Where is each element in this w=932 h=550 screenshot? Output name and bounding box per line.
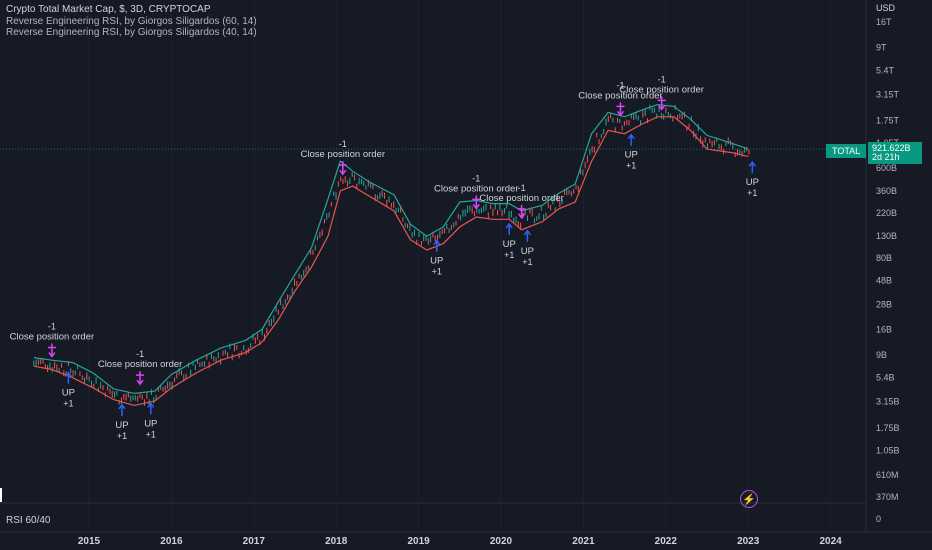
signal-label-text: UP	[521, 246, 534, 257]
last-price-tag: 921.622B 2d 21h	[868, 142, 922, 164]
signal-label-text: UP	[430, 256, 443, 267]
bar-countdown: 2d 21h	[872, 152, 900, 162]
price-tick-label: 48B	[876, 275, 892, 285]
price-tick-label: 3.15T	[876, 89, 900, 99]
price-tick-label: 3.15B	[876, 397, 900, 407]
signal-label-text: UP	[62, 388, 75, 399]
up-arrow-icon	[118, 403, 126, 416]
signal-label-value: -1	[658, 74, 666, 84]
up-arrow-icon	[64, 371, 72, 384]
close-order-arrow-icon	[47, 343, 56, 358]
price-tick-label: 0	[876, 514, 881, 524]
close-order-arrow-icon	[517, 204, 526, 220]
legend-indicator-60: Reverse Engineering RSI, by Giorgos Sili…	[6, 15, 257, 27]
price-tick-label: 1.75T	[876, 115, 900, 125]
signal-label-value: +1	[63, 399, 73, 409]
time-tick-label: 2018	[325, 536, 348, 547]
signal-label-value: -1	[339, 139, 347, 149]
lightning-icon[interactable]: ⚡	[740, 490, 758, 508]
signal-label-value: +1	[146, 429, 156, 439]
plot-area	[0, 0, 866, 502]
time-tick-label: 2022	[655, 536, 678, 547]
rsi-60-line	[33, 103, 749, 395]
close-order-arrow-icon	[136, 371, 145, 386]
time-tick-label: 2024	[819, 536, 842, 547]
close-order-arrow-icon	[472, 195, 481, 210]
signal-label-value: -1	[48, 322, 56, 332]
time-tick-label: 2016	[160, 536, 183, 547]
close-order-arrow-icon	[616, 102, 625, 117]
price-tick-label: 16T	[876, 17, 892, 27]
signal-label-text: Close position order	[578, 90, 663, 101]
up-arrow-icon	[433, 239, 441, 252]
signal-label-text: Close position order	[98, 359, 183, 370]
signal-label-value: -1	[472, 173, 480, 183]
time-tick-label: 2019	[407, 536, 430, 547]
signal-label-value: +1	[432, 267, 442, 277]
chart-legend: Crypto Total Market Cap, $, 3D, CRYPTOCA…	[6, 4, 257, 39]
signal-label-value: -1	[136, 349, 144, 359]
price-tick-label: 610M	[876, 470, 899, 480]
crosshair-marker	[0, 488, 2, 502]
up-arrow-icon	[748, 160, 756, 174]
legend-indicator-40: Reverse Engineering RSI, by Giorgos Sili…	[6, 27, 257, 38]
signal-label-text: Close position order	[301, 149, 386, 160]
price-tick-label: 9T	[876, 43, 887, 53]
time-tick-label: 2023	[737, 536, 760, 547]
signal-label-value: +1	[747, 188, 757, 198]
price-tick-label: 130B	[876, 231, 897, 241]
signal-label-text: Close position order	[10, 332, 95, 343]
time-tick-label: 2015	[78, 536, 101, 547]
price-tick-label: 5.4T	[876, 65, 895, 75]
signal-label-text: UP	[746, 177, 759, 188]
legend-title: Crypto Total Market Cap, $, 3D, CRYPTOCA…	[6, 4, 211, 15]
signal-label-value: +1	[522, 257, 532, 267]
price-tick-label: 5.4B	[876, 373, 895, 383]
time-tick-label: 2021	[572, 536, 595, 547]
rsi-pane-label: RSI 60/40	[6, 515, 51, 526]
up-arrow-icon	[505, 222, 513, 235]
price-tick-label: 28B	[876, 299, 892, 309]
close-order-arrow-icon	[338, 161, 347, 176]
signal-label-text: UP	[503, 239, 516, 250]
up-arrow-icon	[523, 229, 531, 242]
signal-label-value: -1	[518, 183, 526, 193]
signal-label-text: Close position order	[619, 84, 704, 95]
signal-label-value: -1	[616, 80, 624, 90]
up-arrow-icon	[627, 133, 635, 146]
signal-label-text: UP	[625, 150, 638, 161]
price-tick-label: 370M	[876, 492, 899, 502]
signal-label-text: Close position order	[479, 193, 564, 204]
time-tick-label: 2020	[490, 536, 513, 547]
signal-label-text: UP	[115, 420, 128, 431]
price-tick-label: 9B	[876, 350, 887, 360]
price-tick-label: 600B	[876, 163, 897, 173]
signal-label-value: +1	[117, 431, 127, 441]
rsi-40-line	[33, 116, 749, 407]
signal-label-text: Close position order	[434, 183, 519, 194]
up-arrow-icon	[147, 402, 155, 415]
price-tick-label: 16B	[876, 324, 892, 334]
price-tick-label: 360B	[876, 186, 897, 196]
symbol-tag: TOTAL	[826, 144, 867, 158]
signal-label-value: +1	[626, 161, 636, 171]
price-tick-label: 80B	[876, 253, 892, 263]
currency-label: USD	[876, 3, 896, 13]
price-tick-label: 1.75B	[876, 423, 900, 433]
time-tick-label: 2017	[243, 536, 266, 547]
signal-label-text: UP	[144, 418, 157, 429]
price-tick-label: 220B	[876, 208, 897, 218]
signal-label-value: +1	[504, 250, 514, 260]
price-tick-label: 1.05B	[876, 446, 900, 456]
last-price-value: 921.622B	[872, 143, 911, 153]
close-order-arrow-icon	[657, 96, 666, 111]
